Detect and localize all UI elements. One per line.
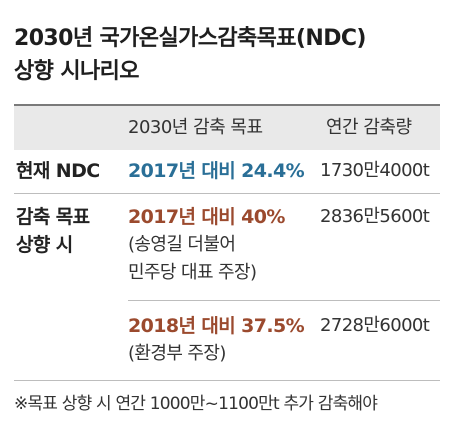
scenario-1-note-line-1: (송영길 더불어 (128, 234, 236, 255)
scenario-2-target: 2018년 대비 37.5% (128, 315, 305, 337)
top-divider (14, 104, 440, 106)
header-target: 2030년 감축 목표 (128, 117, 263, 138)
bottom-divider (14, 380, 440, 381)
scenario-1-amount: 2836만5600t (320, 206, 430, 227)
title-line-1: 2030년 국가온실가스감축목표(NDC) (14, 26, 366, 51)
row-label-raised-line-2: 상향 시 (16, 234, 73, 256)
header-annual-reduction: 연간 감축량 (326, 117, 412, 138)
current-amount: 1730만4000t (320, 160, 430, 181)
title-line-2: 상향 시나리오 (14, 59, 140, 84)
row-label-raised-line-1: 감축 목표 (16, 206, 90, 228)
scenario-divider (128, 300, 440, 301)
scenario-1-note-line-2: 민주당 대표 주장) (128, 262, 257, 283)
chart-title: 2030년 국가온실가스감축목표(NDC) 상향 시나리오 (14, 22, 444, 88)
footnote: ※목표 상향 시 연간 1000만~1100만t 추가 감축해야 (14, 394, 378, 414)
table-header-band (14, 106, 440, 150)
scenario-1-target: 2017년 대비 40% (128, 206, 285, 228)
row-label-current: 현재 NDC (16, 160, 100, 182)
row-divider (14, 193, 440, 194)
scenario-2-note-line-1: (환경부 주장) (128, 343, 226, 364)
current-target: 2017년 대비 24.4% (128, 160, 305, 182)
scenario-2-amount: 2728만6000t (320, 315, 430, 336)
